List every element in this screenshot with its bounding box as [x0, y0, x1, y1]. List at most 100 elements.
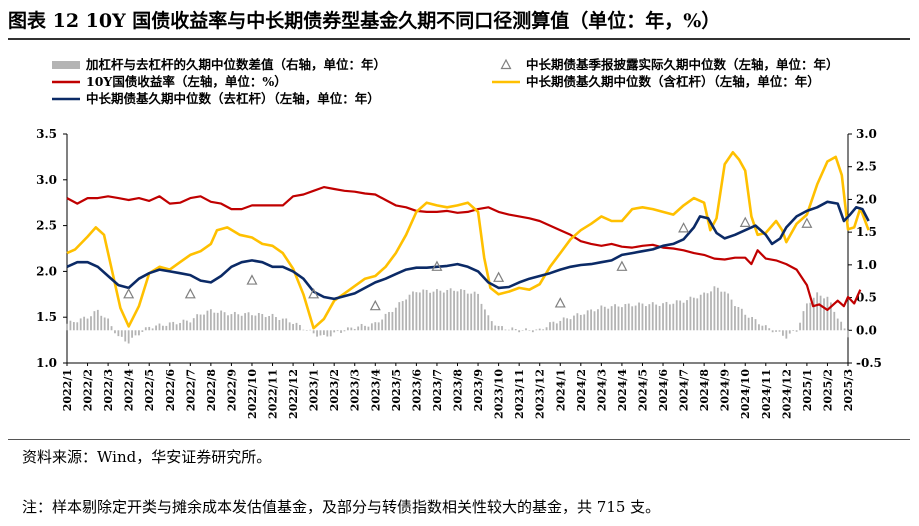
bar [696, 298, 699, 331]
bar [480, 303, 483, 331]
bar [251, 315, 253, 331]
y-left-tick-label: 1.0 [36, 356, 57, 370]
bar [586, 310, 589, 331]
bar [778, 330, 781, 332]
bar [288, 322, 291, 331]
bar [305, 330, 308, 331]
bar [285, 318, 288, 331]
x-tick-label: 2023/1 [308, 369, 321, 411]
x-tick-label: 2025/3 [842, 369, 855, 411]
bar [148, 326, 151, 331]
bar [597, 309, 599, 331]
bar [566, 318, 569, 331]
bar [569, 319, 572, 331]
bar [244, 313, 247, 331]
bar [610, 306, 613, 331]
x-tick-label: 2022/5 [143, 369, 156, 411]
bar [494, 325, 497, 331]
bar [562, 317, 565, 331]
bar [271, 313, 274, 331]
bar [833, 311, 836, 331]
x-tick-label: 2024/3 [595, 369, 608, 411]
bar [816, 292, 819, 331]
bar [360, 323, 363, 331]
bar [734, 306, 736, 331]
bar [607, 308, 610, 331]
bar [638, 302, 640, 331]
bar [716, 287, 719, 331]
bar [614, 304, 616, 331]
bar [473, 291, 476, 331]
bar [723, 291, 726, 331]
bar [189, 322, 192, 331]
y-right-tick-label: 2.0 [856, 192, 877, 206]
plot-area: 1.0 1.5 2.0 2.5 3.0 3.5 -0.5 0.0 0.5 1.0 1.5 2.0 2.5… [36, 127, 882, 419]
bar [672, 303, 675, 331]
bar [158, 323, 161, 331]
bar [131, 330, 133, 338]
footer-divider [8, 439, 910, 440]
bar [809, 302, 812, 331]
bar [422, 289, 425, 331]
bar [155, 325, 157, 331]
bar [346, 327, 349, 331]
x-tick-label: 2022/7 [184, 369, 197, 411]
bar [278, 320, 281, 331]
bar [425, 289, 428, 331]
bar [764, 325, 767, 331]
x-tick-label: 2025/1 [801, 369, 814, 411]
bar [463, 289, 466, 331]
bar [840, 321, 843, 331]
bar [665, 301, 668, 331]
triangle-marker [554, 297, 566, 308]
bar [730, 299, 733, 331]
bar [367, 326, 370, 331]
bar [768, 328, 771, 331]
triangle-marker [369, 299, 381, 311]
yield-line [66, 186, 862, 311]
bar [559, 320, 562, 331]
bar [504, 329, 507, 331]
bar [740, 308, 743, 331]
bar [829, 302, 832, 331]
bar [299, 324, 301, 331]
bar [477, 293, 479, 331]
bar [805, 303, 808, 331]
bar [405, 299, 408, 331]
legend: 加杠杆与去杠杆的久期中位数差值（右轴，单位：年） 中长期债基季报披露实际久期中位数… [52, 57, 839, 106]
bar [114, 330, 116, 334]
bar [292, 323, 294, 331]
bar [223, 312, 226, 331]
bar [436, 289, 438, 331]
bar [172, 321, 175, 331]
x-tick-label: 2023/6 [410, 369, 423, 412]
legend-swatch-bar [52, 61, 80, 69]
x-tick-label: 2022/9 [225, 369, 238, 411]
bar [90, 316, 92, 331]
bar [579, 314, 582, 331]
bar [487, 315, 490, 331]
bar [340, 330, 342, 333]
x-tick-label: 2023/4 [369, 369, 382, 412]
bar [66, 323, 68, 331]
bar [302, 329, 305, 331]
bar [401, 301, 404, 331]
x-tick-label: 2023/2 [328, 369, 341, 411]
bar [216, 312, 219, 331]
bar [182, 319, 185, 331]
x-tick-label: 2024/5 [636, 369, 649, 411]
bar [203, 314, 205, 331]
legend-item-median_delev: 中长期债基久期中位数（去杠杆）（左轴，单位：年） [52, 91, 380, 106]
bar [655, 304, 658, 331]
triangle-marker [801, 217, 813, 228]
bar [514, 329, 517, 331]
bar [795, 330, 798, 332]
bar [120, 330, 123, 337]
bar [100, 315, 103, 331]
bar [631, 306, 634, 331]
bar [692, 297, 695, 331]
x-tick-label: 2023/3 [349, 369, 362, 411]
bar [138, 330, 140, 336]
y-right-tick-label: 0.0 [856, 323, 877, 337]
x-tick-label: 2025/2 [821, 369, 834, 411]
